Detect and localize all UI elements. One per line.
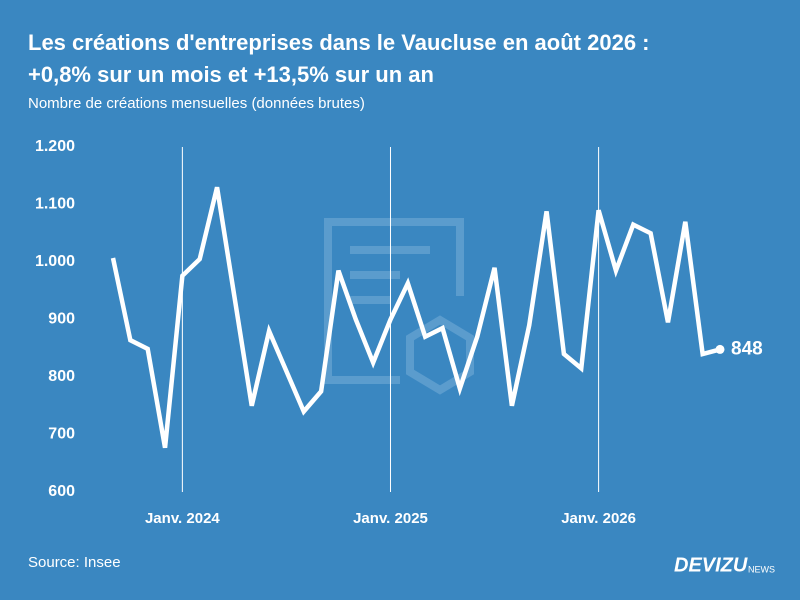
y-tick-label: 900 bbox=[48, 311, 75, 328]
brand: DEVIZU bbox=[674, 554, 748, 576]
watermark bbox=[324, 218, 474, 395]
y-tick-label: 600 bbox=[48, 483, 75, 500]
end-point bbox=[715, 344, 725, 354]
data-label: 848 bbox=[731, 338, 763, 359]
chart-title: Les créations d'entreprises dans le Vauc… bbox=[28, 30, 650, 55]
y-tick-label: 800 bbox=[48, 368, 75, 385]
brand-suffix: NEWS bbox=[748, 564, 775, 574]
line bbox=[110, 186, 721, 449]
y-tick-label: 1.100 bbox=[35, 196, 75, 213]
x-tick-label: Janv. 2024 bbox=[145, 510, 220, 527]
y-axis-label: Nombre de créations mensuelles (données … bbox=[28, 95, 365, 112]
y-tick-label: 1.200 bbox=[35, 138, 75, 155]
source: Source: Insee bbox=[28, 554, 121, 571]
y-tick-label: 1.000 bbox=[35, 253, 75, 270]
x-tick-label: Janv. 2026 bbox=[561, 510, 636, 527]
y-tick-label: 700 bbox=[48, 426, 75, 443]
x-tick-label: Janv. 2025 bbox=[353, 510, 428, 527]
chart-subtitle: +0,8% sur un mois et +13,5% sur un an bbox=[28, 62, 434, 87]
